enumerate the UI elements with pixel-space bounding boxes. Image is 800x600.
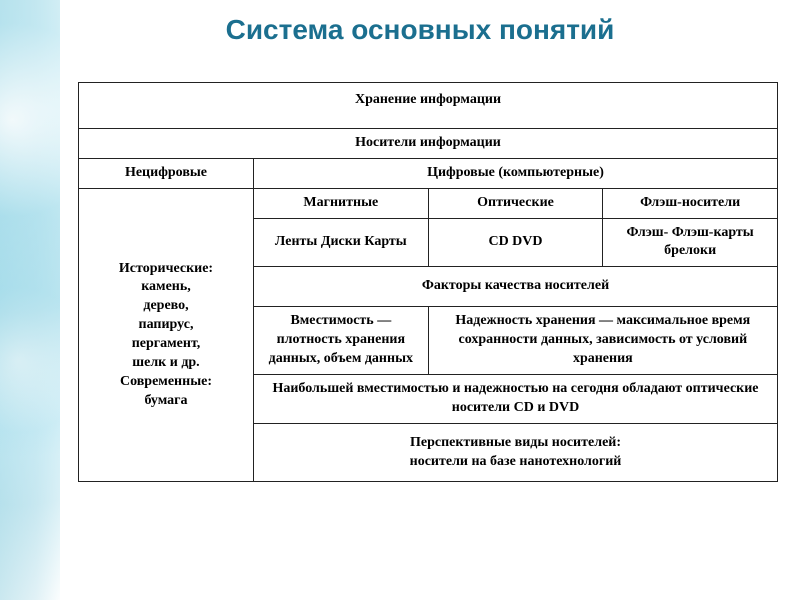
modern-items: бумага [144, 393, 187, 408]
future-line1: Перспективные виды носителей: [410, 435, 621, 450]
concept-table: Хранение информации Носители информации … [78, 82, 778, 482]
cell-capacity: Вместимость — плотность хранения данных,… [254, 307, 429, 375]
cell-reliability: Надежность хранения — максимальное время… [428, 307, 777, 375]
page-title: Система основных понятий [60, 14, 780, 46]
modern-label: Современные: [120, 374, 212, 389]
cell-digital: Цифровые (компьютерные) [254, 158, 778, 188]
left-decoration [0, 0, 60, 600]
cell-nondigital: Нецифровые [79, 158, 254, 188]
cell-magnetic-sub: Ленты Диски Карты [254, 218, 429, 267]
historical-label: Исторические: [119, 261, 213, 276]
table-row: Нецифровые Цифровые (компьютерные) [79, 158, 778, 188]
future-line2: носители на базе нанотехнологий [410, 454, 622, 469]
cell-flash-sub: Флэш- Флэш-карты брелоки [603, 218, 778, 267]
table-row: Исторические: камень,дерево,папирус,перг… [79, 188, 778, 218]
table-row: Носители информации [79, 128, 778, 158]
slide: Система основных понятий Хранение информ… [0, 0, 800, 600]
cell-best: Наибольшей вместимостью и надежностью на… [254, 374, 778, 423]
concept-table-wrap: Хранение информации Носители информации … [78, 82, 778, 482]
cell-magnetic: Магнитные [254, 188, 429, 218]
cell-optical: Оптические [428, 188, 603, 218]
cell-analog-examples: Исторические: камень,дерево,папирус,перг… [79, 188, 254, 482]
cell-optical-sub: CD DVD [428, 218, 603, 267]
historical-items: камень,дерево,папирус,пергамент,шелк и д… [132, 279, 201, 370]
cell-storage: Хранение информации [79, 83, 778, 129]
cell-media: Носители информации [79, 128, 778, 158]
table-row: Хранение информации [79, 83, 778, 129]
cell-flash: Флэш-носители [603, 188, 778, 218]
cell-future: Перспективные виды носителей: носители н… [254, 423, 778, 482]
cell-factors: Факторы качества носителей [254, 267, 778, 307]
